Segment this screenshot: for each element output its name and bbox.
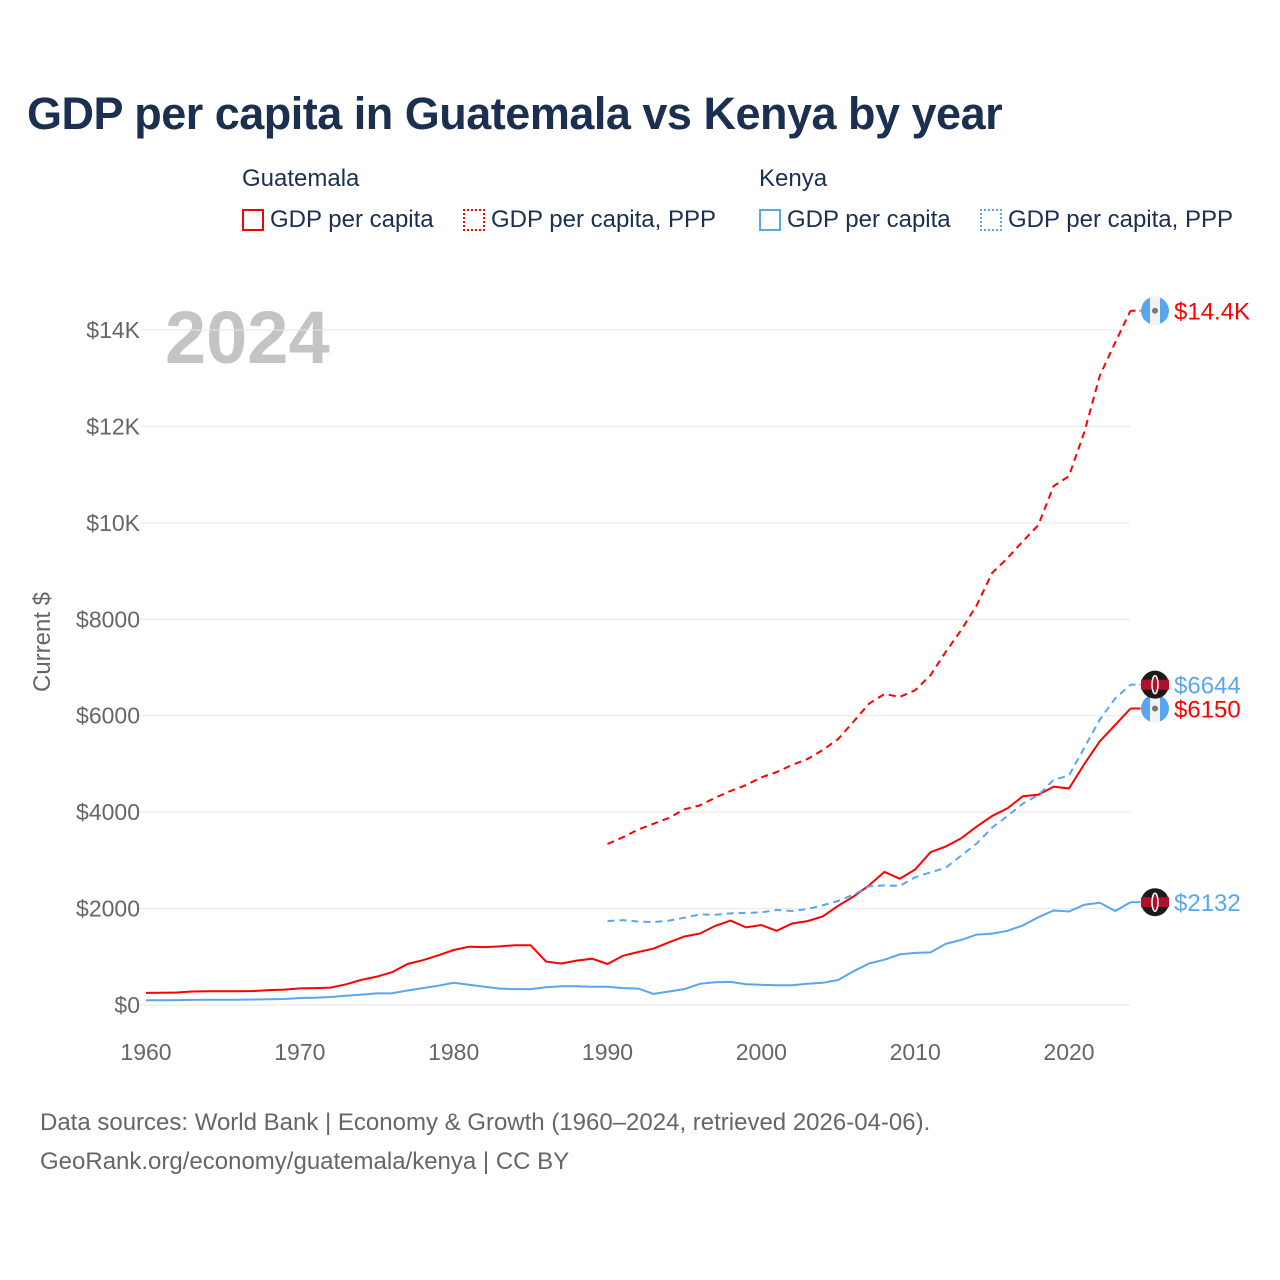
y-tick-label: $4000 [76, 799, 140, 825]
legend-item-guatemala-gdp[interactable]: GDP per capita [242, 206, 434, 234]
y-axis-label: Current $ [29, 592, 56, 692]
y-tick-label: $0 [114, 992, 140, 1018]
end-value-label: $6150 [1174, 696, 1241, 723]
legend-item-kenya-ppp[interactable]: GDP per capita, PPP [980, 206, 1233, 234]
legend-swatch-solid-red [242, 209, 264, 231]
legend-label: GDP per capita [270, 206, 434, 233]
legend-label: GDP per capita [787, 206, 951, 233]
legend-group-kenya: Kenya [759, 165, 828, 192]
legend-item-kenya-gdp[interactable]: GDP per capita [759, 206, 951, 234]
y-tick-label: $8000 [76, 606, 140, 632]
flag-emblem [1152, 705, 1158, 712]
y-tick-label: $6000 [76, 703, 140, 729]
end-value-label: $2132 [1174, 890, 1241, 917]
y-tick-label: $10K [86, 510, 140, 536]
y-tick-label: $12K [86, 413, 140, 439]
legend-label: GDP per capita, PPP [1008, 206, 1233, 233]
legend-swatch-dotted-red [463, 209, 485, 231]
x-tick-label: 1960 [120, 1039, 171, 1065]
x-tick-label: 1990 [582, 1039, 633, 1065]
legend-label: GDP per capita, PPP [491, 206, 716, 233]
flag-shield [1151, 892, 1159, 912]
footer-attribution[interactable]: GeoRank.org/economy/guatemala/kenya | CC… [40, 1148, 570, 1175]
y-tick-label: $2000 [76, 896, 140, 922]
flag-shield [1151, 674, 1159, 695]
x-tick-label: 1970 [274, 1039, 325, 1065]
end-value-label: $14.4K [1174, 299, 1250, 326]
legend-swatch-dotted-blue [980, 209, 1002, 231]
series-line-1 [607, 310, 1132, 845]
x-tick-label: 2020 [1043, 1039, 1094, 1065]
series-line-0 [145, 707, 1132, 994]
x-tick-label: 2000 [736, 1039, 787, 1065]
footer-sources: Data sources: World Bank | Economy & Gro… [40, 1109, 931, 1136]
series-line-3 [607, 683, 1132, 924]
series-line-2 [145, 901, 1131, 1002]
plot-area: 2024 $0 $2000 $4000 $6000 $8000 $10K $12K $14K 1… [29, 296, 1250, 1065]
x-tick-label: 1980 [428, 1039, 479, 1065]
legend-group-guatemala: Guatemala [242, 165, 360, 192]
end-value-label: $6644 [1174, 673, 1241, 700]
y-tick-label: $14K [86, 317, 140, 343]
legend-item-guatemala-ppp[interactable]: GDP per capita, PPP [463, 206, 716, 234]
flag-emblem [1152, 307, 1158, 314]
year-watermark: 2024 [165, 296, 330, 379]
legend-swatch-solid-blue [759, 209, 781, 231]
chart-title: GDP per capita in Guatemala vs Kenya by … [27, 88, 1003, 139]
x-tick-label: 2010 [890, 1039, 941, 1065]
